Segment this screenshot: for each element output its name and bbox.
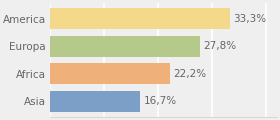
Bar — [50, 36, 200, 57]
Bar — [50, 63, 170, 84]
Bar — [50, 8, 230, 29]
Bar — [50, 91, 140, 112]
Text: 16,7%: 16,7% — [144, 96, 177, 106]
Text: 22,2%: 22,2% — [173, 69, 207, 79]
Text: 27,8%: 27,8% — [204, 41, 237, 51]
Text: 33,3%: 33,3% — [234, 14, 267, 24]
